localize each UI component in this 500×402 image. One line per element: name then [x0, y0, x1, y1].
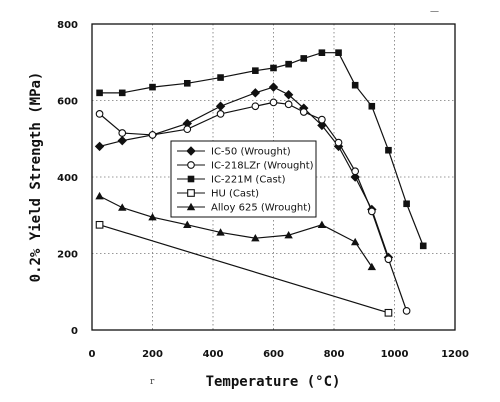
x-tick-label-4: 800 [324, 349, 345, 360]
legend-label-3: HU (Cast) [211, 189, 259, 200]
data-point-s2-14 [403, 200, 410, 208]
data-point-s4-6 [284, 230, 293, 239]
data-point-s0-7 [283, 90, 294, 100]
series-2 [96, 49, 427, 250]
data-point-s0-0 [94, 141, 105, 152]
x-tick-label-5: 1000 [381, 349, 409, 360]
y-tick-label-0: 0 [71, 326, 78, 337]
legend-marker-1 [187, 161, 195, 169]
data-point-s0-1 [117, 135, 127, 146]
legend-label-2: IC-221M (Cast) [211, 175, 286, 186]
data-point-s4-1 [118, 203, 127, 211]
data-point-s1-11 [351, 167, 360, 176]
data-point-s4-0 [95, 191, 104, 200]
data-point-s2-15 [419, 242, 427, 250]
y-axis-title: 0.2% Yield Strength (MPa) [28, 72, 44, 283]
series-line-4 [99, 195, 373, 268]
plot-frame [91, 23, 456, 331]
x-tick-label-1: 200 [142, 349, 163, 360]
legend: IC-50 (Wrought) IC-218LZr (Wrought) IC-221… [170, 140, 317, 218]
y-tick-label-1: 200 [57, 250, 78, 261]
legend-marker-3 [187, 189, 195, 197]
data-point-s1-13 [384, 255, 393, 264]
data-point-s4-8 [350, 237, 360, 246]
stray-mark-top-right: — [430, 7, 439, 17]
data-point-s1-10 [334, 138, 343, 147]
series-line-3 [99, 224, 389, 314]
series-4 [95, 191, 377, 271]
data-point-s1-2 [148, 131, 157, 139]
data-point-s2-2 [149, 83, 156, 91]
legend-label-0: IC-50 (Wrought) [211, 147, 291, 158]
data-point-s2-12 [368, 102, 376, 110]
data-point-s1-6 [269, 98, 278, 107]
legend-label-1: IC-218LZr (Wrought) [211, 161, 314, 172]
data-point-s2-7 [285, 60, 292, 68]
data-point-s1-0 [95, 110, 104, 118]
x-tick-label-2: 400 [203, 349, 224, 360]
data-point-s4-4 [216, 228, 225, 236]
data-point-s2-8 [300, 55, 308, 62]
data-point-s1-12 [367, 207, 376, 216]
legend-label-4: Alloy 625 (Wrought) [211, 203, 311, 214]
series-3 [95, 220, 393, 317]
y-axis-ticks: 0 200 400 600 800 [57, 20, 78, 337]
data-point-s1-7 [284, 100, 293, 109]
x-tick-label-3: 600 [263, 349, 284, 360]
data-point-s2-11 [351, 81, 359, 89]
data-point-s2-13 [385, 146, 392, 154]
data-point-s2-5 [252, 67, 259, 74]
data-point-s2-0 [96, 89, 103, 97]
data-point-s2-6 [270, 64, 277, 72]
data-point-s1-4 [216, 110, 225, 118]
series-layer [94, 49, 427, 317]
data-point-s2-9 [318, 49, 326, 56]
y-tick-label-3: 600 [57, 97, 78, 108]
legend-marker-4 [186, 202, 196, 211]
data-point-s1-9 [318, 115, 326, 124]
data-point-s4-3 [183, 220, 192, 229]
data-point-s1-1 [118, 129, 127, 137]
stray-mark-left: r [150, 377, 155, 387]
data-point-s4-2 [148, 212, 157, 221]
data-point-s1-3 [183, 125, 192, 134]
x-axis-ticks: 0 200 400 600 800 1000 1200 [89, 349, 469, 360]
x-tick-label-6: 1200 [441, 349, 469, 360]
data-point-s4-9 [367, 262, 377, 271]
data-point-s2-4 [217, 74, 224, 81]
y-tick-label-2: 400 [57, 173, 78, 184]
x-axis-title: Temperature (°C) [206, 374, 341, 390]
data-point-s1-14 [402, 307, 411, 315]
data-point-s4-5 [251, 234, 260, 242]
data-point-s1-8 [299, 108, 308, 116]
legend-marker-2 [187, 175, 195, 183]
data-point-s1-5 [251, 102, 260, 111]
x-tick-label-0: 0 [89, 349, 96, 360]
data-point-s2-3 [183, 79, 191, 87]
legend-marker-0 [186, 146, 196, 156]
data-point-s0-6 [268, 82, 279, 92]
data-point-s3-1 [384, 308, 393, 317]
series-line-2 [99, 52, 424, 247]
y-tick-label-4: 800 [57, 20, 78, 31]
data-point-s0-5 [250, 88, 261, 98]
series-1 [95, 98, 411, 315]
data-point-s2-1 [118, 89, 126, 97]
data-point-s2-10 [335, 49, 342, 56]
data-point-s3-0 [95, 220, 104, 229]
data-point-s4-7 [317, 220, 327, 229]
